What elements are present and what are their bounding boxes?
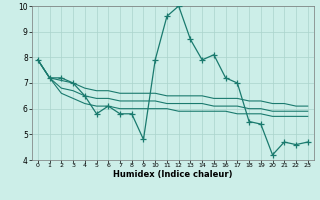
X-axis label: Humidex (Indice chaleur): Humidex (Indice chaleur)	[113, 170, 233, 179]
